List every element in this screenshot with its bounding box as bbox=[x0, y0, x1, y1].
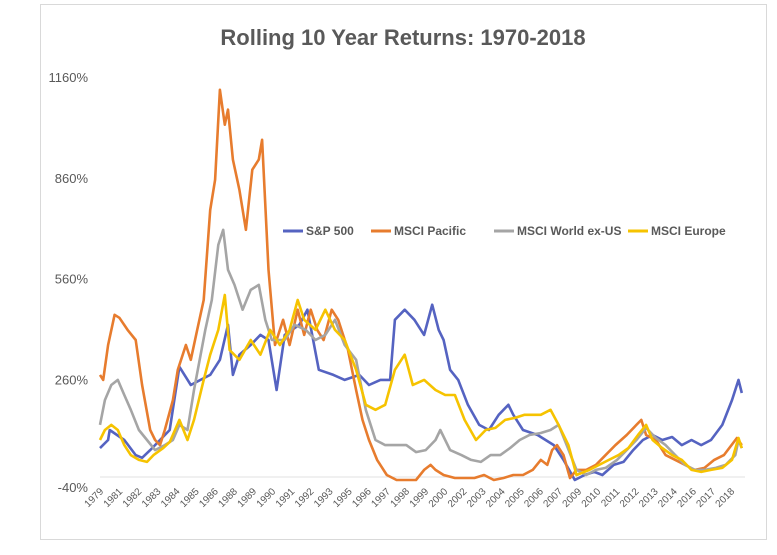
x-tick-label: 1996 bbox=[350, 486, 374, 510]
legend-item: S&P 500 bbox=[283, 224, 354, 238]
chart-frame bbox=[40, 4, 767, 540]
x-tick-label: 1998 bbox=[389, 486, 413, 510]
x-tick-label: 1991 bbox=[274, 486, 298, 510]
series-lines bbox=[98, 88, 744, 482]
y-tick-label: 860% bbox=[55, 171, 89, 186]
series-line-msci-pacific bbox=[98, 88, 743, 482]
series-line-msci-world-ex-us bbox=[98, 228, 744, 477]
x-tick-label: 1999 bbox=[408, 486, 432, 510]
y-tick-label: 260% bbox=[55, 372, 89, 387]
x-tick-label: 1988 bbox=[216, 486, 240, 510]
x-tick-label: 2014 bbox=[656, 486, 680, 510]
series-line-msci-europe bbox=[98, 293, 744, 477]
x-tick-label: 2016 bbox=[675, 486, 699, 510]
x-tick-label: 1995 bbox=[331, 486, 355, 510]
legend: S&P 500 MSCI Pacific MSCI World ex-US MSCI … bbox=[283, 224, 726, 238]
y-axis: -40% 260% 560% 860% 1160% bbox=[48, 70, 745, 495]
x-tick-label: 1985 bbox=[178, 486, 202, 510]
legend-item: MSCI Pacific bbox=[371, 224, 466, 238]
legend-label: MSCI Pacific bbox=[394, 224, 466, 238]
x-tick-label: 2002 bbox=[446, 486, 470, 510]
x-tick-label: 1986 bbox=[197, 486, 221, 510]
legend-label: MSCI World ex-US bbox=[517, 224, 621, 238]
x-tick-label: 1989 bbox=[236, 486, 260, 510]
x-tick-label: 2007 bbox=[542, 486, 566, 510]
x-tick-label: 2017 bbox=[694, 486, 718, 510]
y-tick-label: 560% bbox=[55, 272, 89, 287]
x-tick-label: 2011 bbox=[599, 486, 622, 509]
x-tick-label: 1981 bbox=[102, 486, 126, 510]
x-tick-label: 2013 bbox=[637, 486, 661, 510]
x-tick-label: 2012 bbox=[618, 486, 642, 510]
x-tick-label: 1992 bbox=[293, 486, 317, 510]
x-tick-label: 2006 bbox=[522, 486, 546, 510]
x-tick-label: 2018 bbox=[714, 486, 738, 510]
y-tick-label: -40% bbox=[58, 480, 89, 495]
legend-item: MSCI Europe bbox=[628, 224, 726, 238]
x-tick-label: 1993 bbox=[312, 486, 336, 510]
x-tick-label: 2000 bbox=[427, 486, 451, 510]
x-tick-label: 1990 bbox=[255, 486, 279, 510]
legend-label: MSCI Europe bbox=[651, 224, 726, 238]
x-tick-label: 2010 bbox=[580, 486, 604, 510]
x-tick-label: 2004 bbox=[484, 486, 508, 510]
x-tick-label: 1984 bbox=[159, 486, 183, 510]
x-axis: 1979198119821983198419851986198819891990… bbox=[83, 486, 738, 510]
x-tick-label: 1997 bbox=[369, 486, 393, 510]
x-tick-label: 1983 bbox=[140, 486, 164, 510]
x-tick-label: 2009 bbox=[561, 486, 585, 510]
x-tick-label: 2005 bbox=[503, 486, 527, 510]
chart-title: Rolling 10 Year Returns: 1970-2018 bbox=[220, 25, 585, 50]
legend-label: S&P 500 bbox=[306, 224, 354, 238]
x-tick-label: 2003 bbox=[465, 486, 489, 510]
legend-item: MSCI World ex-US bbox=[494, 224, 621, 238]
y-tick-label: 1160% bbox=[48, 70, 88, 85]
x-tick-label: 1982 bbox=[121, 486, 145, 510]
